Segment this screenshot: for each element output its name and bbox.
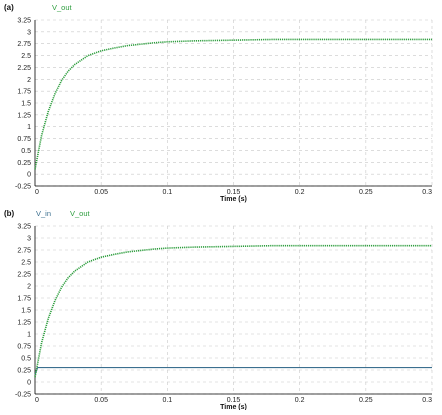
- y-tick-label: 0.25: [17, 160, 31, 167]
- y-tick-label: 2: [27, 284, 31, 291]
- y-tick-label: 0.75: [17, 136, 31, 143]
- y-tick-label: 1.5: [21, 308, 31, 315]
- x-axis-label: Time (s): [220, 196, 247, 203]
- y-tick-label: 0.25: [17, 368, 31, 375]
- x-tick-label: 0.1: [162, 189, 172, 196]
- y-tick-label: 1: [27, 332, 31, 339]
- y-tick-label: 1.75: [17, 89, 31, 96]
- y-tick-label: 0: [27, 380, 31, 387]
- series-line-v-out: [34, 244, 432, 378]
- chart-panel-a: -0.25 0 0.25 0.5 0.75 1 1.25 1.5 1.75 2 2.25 2.5 2.7…: [4, 3, 433, 203]
- y-tick-label: 1.25: [17, 320, 31, 327]
- y-tick-label: 3.25: [17, 224, 31, 231]
- x-tick-label: 0.05: [94, 189, 108, 196]
- panel-label: (b): [4, 209, 15, 218]
- y-tick-label: 3: [27, 29, 31, 36]
- y-tick-label: 2.5: [21, 53, 31, 60]
- x-tick-label: 0.15: [227, 397, 241, 404]
- y-tick-label: 1.75: [17, 296, 31, 303]
- y-tick-label: 2.25: [17, 65, 31, 72]
- x-tick-label: 0.2: [295, 189, 305, 196]
- x-tick-label: 0: [35, 397, 39, 404]
- x-tick-label: 0.3: [422, 189, 432, 196]
- x-tick-label: 0.2: [295, 397, 305, 404]
- x-tick-label: 0.3: [422, 397, 432, 404]
- y-tick-label: 2: [27, 77, 31, 84]
- y-tick-label: 0.5: [21, 356, 31, 363]
- x-tick-label: 0.25: [359, 397, 373, 404]
- y-tick-label: 2.75: [17, 41, 31, 48]
- y-tick-label: 1.25: [17, 112, 31, 119]
- legend-entry-v-out: V_out: [52, 3, 73, 12]
- y-tick-label: -0.25: [15, 392, 31, 399]
- y-tick-label: 3: [27, 236, 31, 243]
- y-tick-label: 2.75: [17, 248, 31, 255]
- x-tick-label: 0.25: [359, 189, 373, 196]
- x-tick-label: 0.1: [162, 397, 172, 404]
- y-tick-label: 0.75: [17, 344, 31, 351]
- series-line-v-out: [34, 38, 432, 170]
- y-tick-label: 2.5: [21, 260, 31, 267]
- y-tick-label: 2.25: [17, 272, 31, 279]
- x-axis-label: Time (s): [220, 404, 247, 410]
- y-tick-label: 0.5: [21, 148, 31, 155]
- y-tick-label: 1: [27, 124, 31, 131]
- panel-label: (a): [4, 3, 14, 12]
- x-tick-label: 0.05: [94, 397, 108, 404]
- x-tick-label: 0.15: [227, 189, 241, 196]
- x-tick-label: 0: [35, 189, 39, 196]
- y-tick-label: -0.25: [15, 184, 31, 191]
- legend-entry-v-in: V_in: [36, 209, 51, 218]
- y-tick-label: 1.5: [21, 101, 31, 108]
- legend-entry-v-out: V_out: [70, 209, 91, 218]
- chart-panel-b: -0.25 0 0.25 0.5 0.75 1 1.25 1.5 1.75 2 2.25 2.5 2.7…: [4, 209, 433, 411]
- y-tick-label: 3.25: [17, 18, 31, 25]
- y-tick-label: 0: [27, 172, 31, 179]
